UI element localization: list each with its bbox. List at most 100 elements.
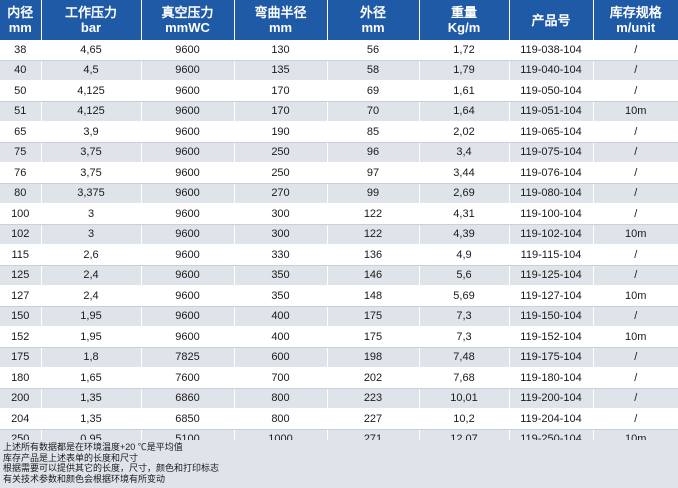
- cell-stock-spec: /: [593, 265, 678, 286]
- header-unit: mm: [8, 20, 32, 35]
- cell-outer-diameter: 175: [327, 306, 420, 327]
- cell-stock-spec: /: [593, 367, 678, 389]
- cell-outer-diameter: 58: [327, 60, 420, 81]
- cell-weight: 1,79: [419, 60, 510, 81]
- cell-product-number: 119-204-104: [509, 408, 594, 430]
- table-row: 152 1,95 9600 400 175 7,3 119-152-104 10m: [0, 326, 678, 348]
- header-unit: mmWC: [165, 20, 210, 35]
- cell-working-pressure: 3: [41, 224, 142, 245]
- cell-outer-diameter: 175: [327, 326, 420, 348]
- cell-inner-diameter: 80: [0, 183, 42, 204]
- cell-vacuum-pressure: 9600: [141, 224, 235, 245]
- footnotes: 上述所有数据都是在环境温度+20 ℃是平均值 库存产品是上述表单的长度和尺寸 根据需…: [0, 440, 678, 488]
- header-unit: mm: [361, 20, 385, 35]
- cell-bend-radius: 350: [234, 265, 328, 286]
- cell-inner-diameter: 127: [0, 285, 42, 307]
- table-row: 75 3,75 9600 250 96 3,4 119-075-104/: [0, 142, 678, 163]
- cell-product-number: 119-150-104: [509, 306, 594, 327]
- cell-vacuum-pressure: 9600: [141, 121, 235, 143]
- cell-weight: 3,4: [419, 142, 510, 163]
- table-row: 175 1,8 7825 600 198 7,48 119-175-104/: [0, 347, 678, 368]
- cell-vacuum-pressure: 9600: [141, 306, 235, 327]
- cell-working-pressure: 1,95: [41, 306, 142, 327]
- header-product-number: 产品号: [509, 0, 594, 40]
- cell-product-number: 119-080-104: [509, 183, 594, 204]
- cell-vacuum-pressure: 9600: [141, 265, 235, 286]
- cell-weight: 2,69: [419, 183, 510, 204]
- cell-inner-diameter: 50: [0, 80, 42, 102]
- table-row: 127 2,4 9600 350 148 5,69 119-127-104 10m: [0, 285, 678, 307]
- table-row: 40 4,5 9600 135 58 1,79 119-040-104/: [0, 60, 678, 81]
- cell-product-number: 119-075-104: [509, 142, 594, 163]
- cell-bend-radius: 300: [234, 224, 328, 245]
- cell-product-number: 119-127-104: [509, 285, 594, 307]
- cell-inner-diameter: 38: [0, 40, 42, 61]
- header-vacuum-pressure: 真空压力 mmWC: [141, 0, 235, 40]
- header-inner-diameter: 内径 mm: [0, 0, 42, 40]
- cell-stock-spec: /: [593, 347, 678, 368]
- cell-vacuum-pressure: 9600: [141, 142, 235, 163]
- cell-bend-radius: 190: [234, 121, 328, 143]
- cell-outer-diameter: 96: [327, 142, 420, 163]
- cell-stock-spec: /: [593, 80, 678, 102]
- cell-bend-radius: 135: [234, 60, 328, 81]
- cell-product-number: 119-200-104: [509, 388, 594, 409]
- cell-inner-diameter: 180: [0, 367, 42, 389]
- cell-stock-spec: /: [593, 306, 678, 327]
- cell-stock-spec: /: [593, 142, 678, 163]
- cell-weight: 1,61: [419, 80, 510, 102]
- cell-working-pressure: 4,5: [41, 60, 142, 81]
- footnote-line: 上述所有数据都是在环境温度+20 ℃是平均值: [3, 442, 183, 452]
- cell-bend-radius: 400: [234, 326, 328, 348]
- cell-outer-diameter: 99: [327, 183, 420, 204]
- cell-stock-spec: 10m: [593, 224, 678, 245]
- cell-inner-diameter: 102: [0, 224, 42, 245]
- cell-bend-radius: 170: [234, 80, 328, 102]
- cell-outer-diameter: 70: [327, 101, 420, 122]
- cell-outer-diameter: 69: [327, 80, 420, 102]
- cell-working-pressure: 1,8: [41, 347, 142, 368]
- table-row: 150 1,95 9600 400 175 7,3 119-150-104/: [0, 306, 678, 327]
- table-row: 204 1,35 6850 800 227 10,2 119-204-104/: [0, 408, 678, 430]
- cell-working-pressure: 4,125: [41, 101, 142, 122]
- cell-vacuum-pressure: 9600: [141, 101, 235, 122]
- cell-weight: 7,68: [419, 367, 510, 389]
- cell-working-pressure: 1,35: [41, 408, 142, 430]
- cell-working-pressure: 2,4: [41, 285, 142, 307]
- table-row: 80 3,375 9600 270 99 2,69 119-080-104/: [0, 183, 678, 204]
- cell-product-number: 119-050-104: [509, 80, 594, 102]
- cell-stock-spec: 10m: [593, 326, 678, 348]
- cell-inner-diameter: 40: [0, 60, 42, 81]
- cell-outer-diameter: 227: [327, 408, 420, 430]
- cell-product-number: 119-180-104: [509, 367, 594, 389]
- cell-working-pressure: 3,75: [41, 142, 142, 163]
- cell-vacuum-pressure: 9600: [141, 326, 235, 348]
- cell-vacuum-pressure: 7825: [141, 347, 235, 368]
- cell-outer-diameter: 85: [327, 121, 420, 143]
- cell-product-number: 119-175-104: [509, 347, 594, 368]
- cell-outer-diameter: 136: [327, 244, 420, 266]
- cell-outer-diameter: 198: [327, 347, 420, 368]
- cell-weight: 4,9: [419, 244, 510, 266]
- cell-inner-diameter: 100: [0, 203, 42, 225]
- cell-weight: 10,01: [419, 388, 510, 409]
- cell-stock-spec: /: [593, 244, 678, 266]
- header-label: 库存规格: [609, 5, 662, 20]
- table-body: 38 4,65 9600 130 56 1,72 119-038-104/40 4,5 9600…: [0, 40, 678, 450]
- cell-vacuum-pressure: 9600: [141, 60, 235, 81]
- header-working-pressure: 工作压力 bar: [41, 0, 142, 40]
- table-row: 125 2,4 9600 350 146 5,6 119-125-104/: [0, 265, 678, 286]
- cell-inner-diameter: 152: [0, 326, 42, 348]
- cell-inner-diameter: 76: [0, 162, 42, 184]
- cell-inner-diameter: 150: [0, 306, 42, 327]
- cell-stock-spec: /: [593, 40, 678, 61]
- cell-working-pressure: 4,65: [41, 40, 142, 61]
- cell-vacuum-pressure: 9600: [141, 285, 235, 307]
- table-row: 76 3,75 9600 250 97 3,44 119-076-104/: [0, 162, 678, 184]
- cell-product-number: 119-125-104: [509, 265, 594, 286]
- cell-working-pressure: 2,4: [41, 265, 142, 286]
- cell-outer-diameter: 223: [327, 388, 420, 409]
- cell-product-number: 119-076-104: [509, 162, 594, 184]
- table-row: 65 3,9 9600 190 85 2,02 119-065-104/: [0, 121, 678, 143]
